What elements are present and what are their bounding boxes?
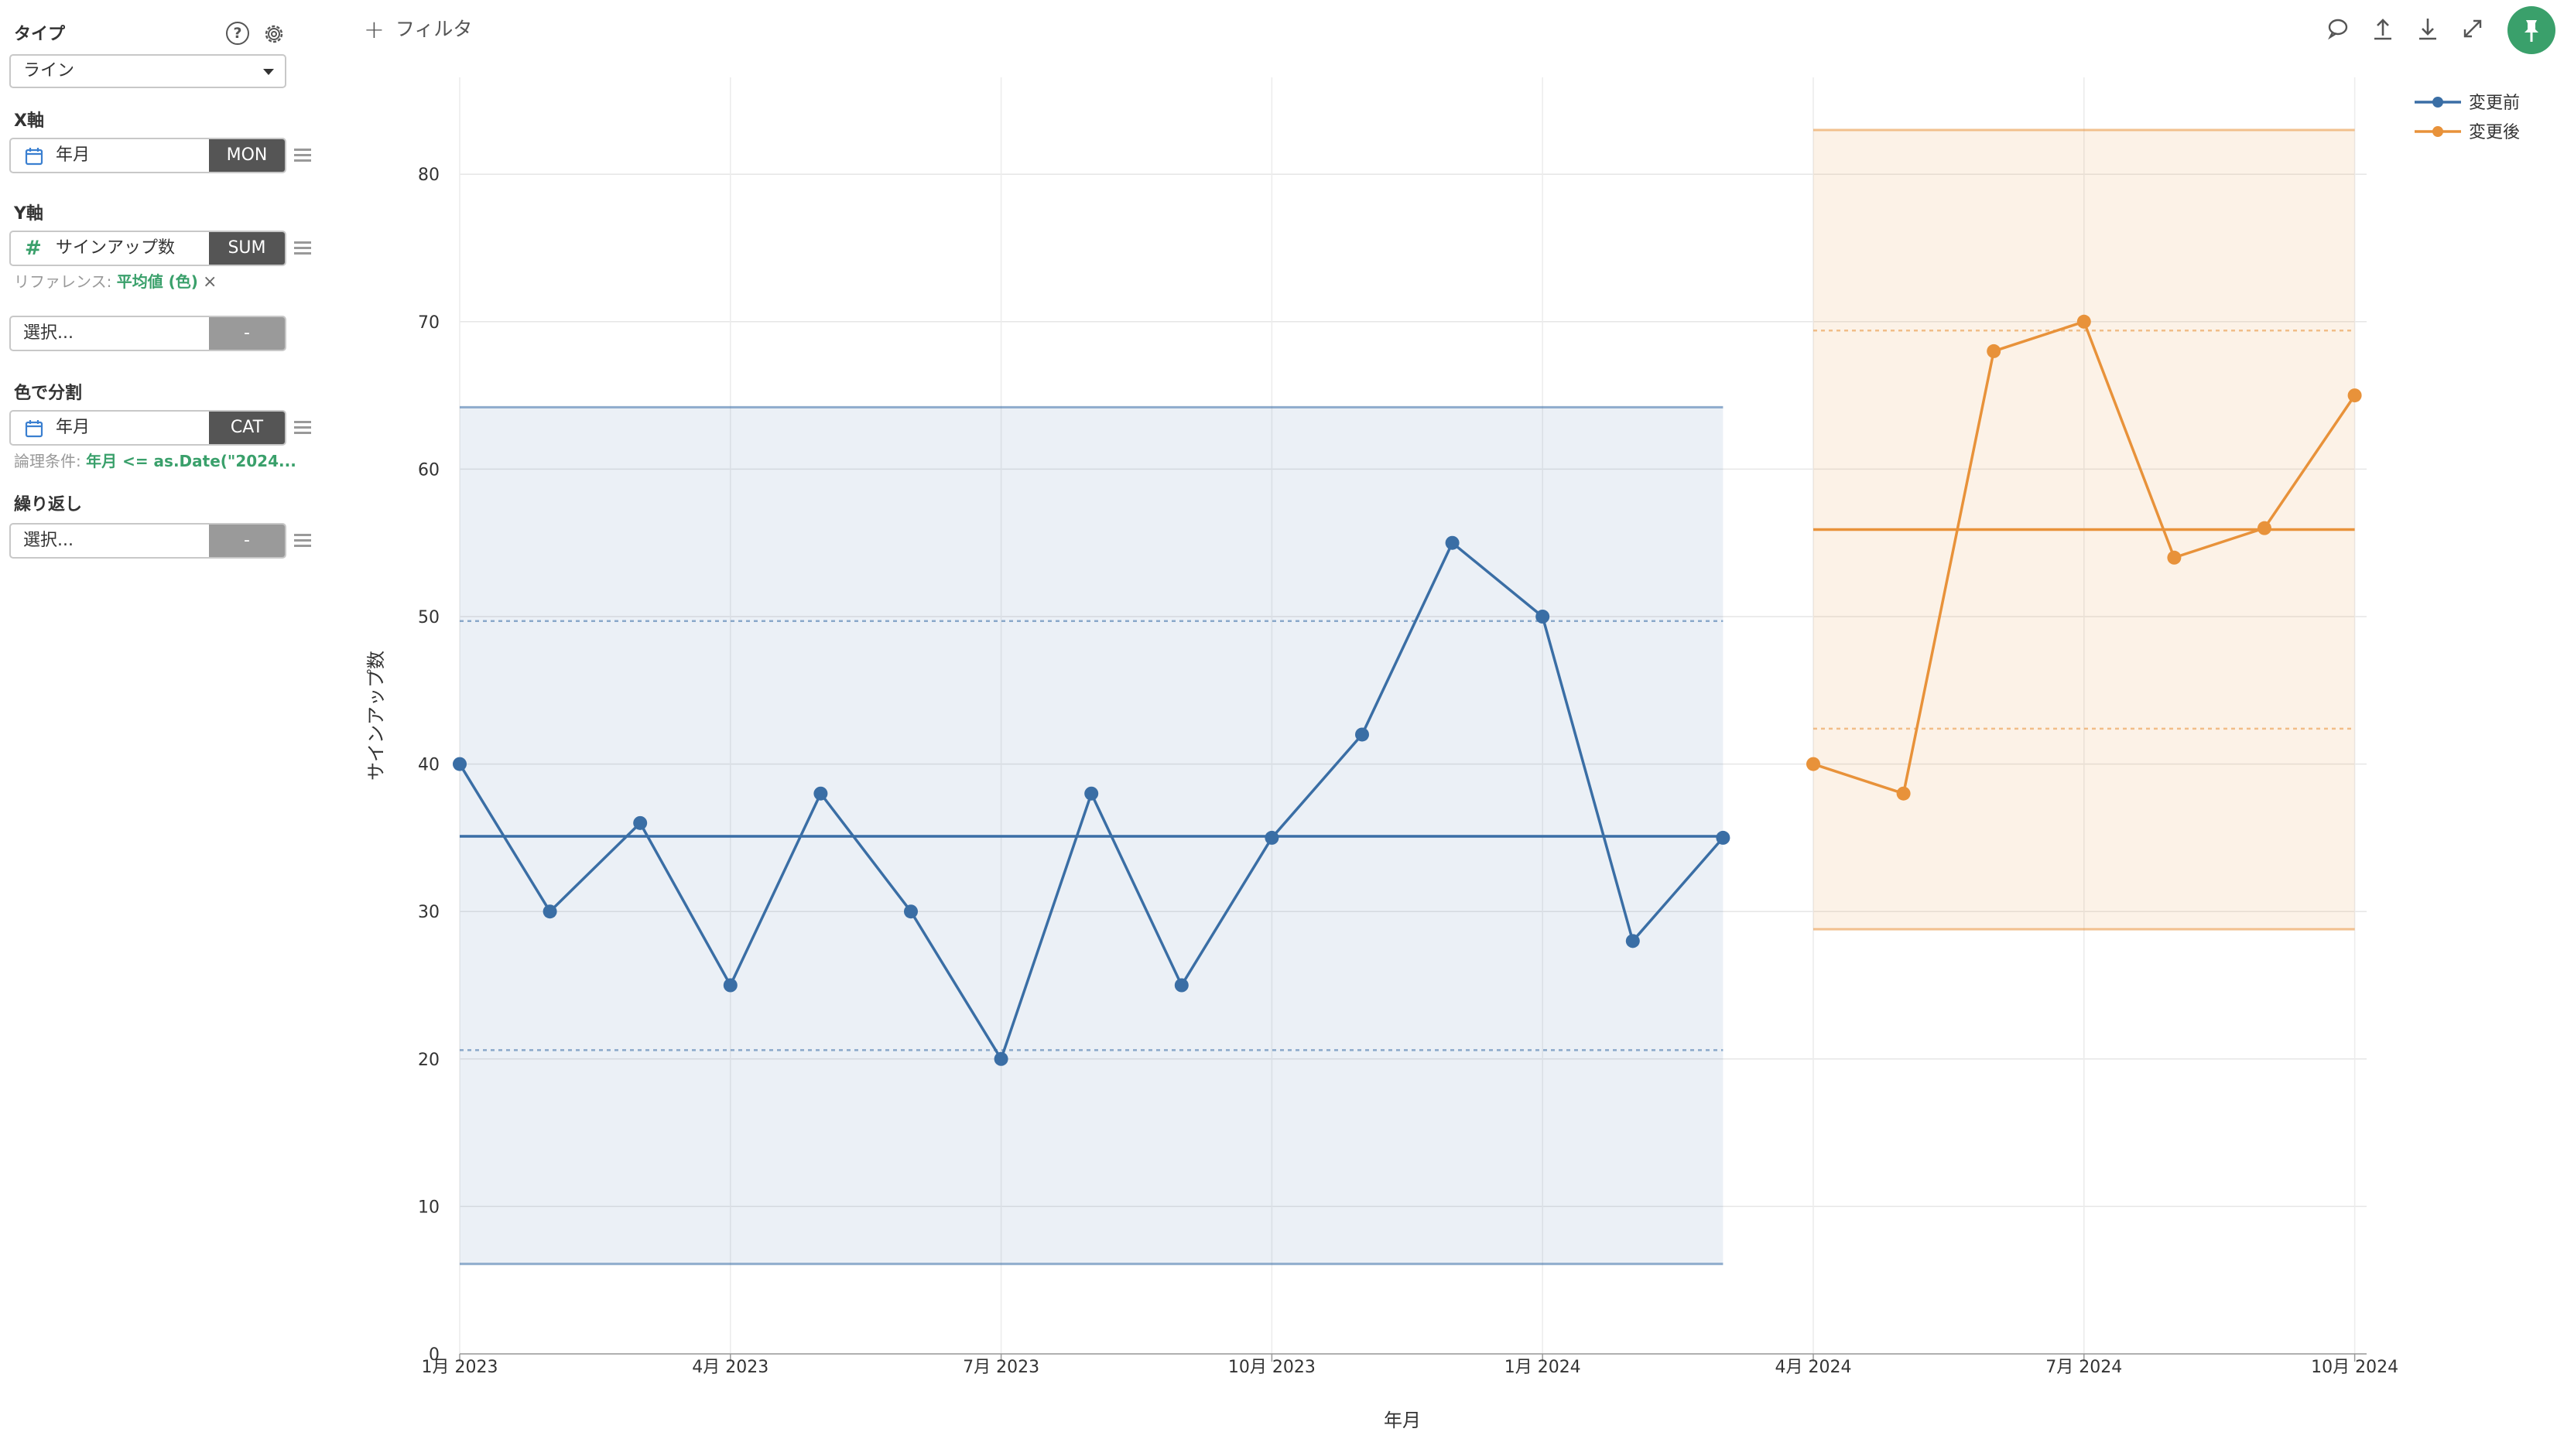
repeat-field-button[interactable]: - xyxy=(209,525,285,557)
x-tick-label: 1月 2023 xyxy=(422,1358,498,1377)
pin-button[interactable] xyxy=(2507,6,2555,54)
color-split-field[interactable]: 年月 CAT xyxy=(9,410,286,446)
y-tick-label: 10 xyxy=(418,1198,440,1217)
data-point[interactable] xyxy=(2347,388,2362,403)
y-tick-label: 0 xyxy=(429,1345,440,1365)
pin-icon xyxy=(2524,20,2538,42)
extra-field-placeholder: 選択... xyxy=(23,323,74,343)
x-axis-menu-icon[interactable] xyxy=(294,149,311,162)
legend-swatch-dot xyxy=(2432,97,2443,108)
data-point[interactable] xyxy=(1896,786,1911,801)
data-point[interactable] xyxy=(1625,934,1640,948)
y-tick-label: 80 xyxy=(418,166,440,185)
data-point[interactable] xyxy=(1716,830,1730,845)
y-axis-field[interactable]: # サインアップ数 SUM xyxy=(9,231,286,266)
calendar-icon xyxy=(25,420,43,438)
color-split-type-button[interactable]: CAT xyxy=(209,412,285,444)
x-tick-label: 1月 2024 xyxy=(1504,1358,1581,1377)
data-point[interactable] xyxy=(1806,757,1820,771)
chart-type-select[interactable]: ライン xyxy=(9,54,286,88)
type-label: タイプ xyxy=(14,25,66,44)
x-tick-label: 4月 2023 xyxy=(692,1358,768,1377)
data-point[interactable] xyxy=(904,904,918,919)
filter-label: フィルタ xyxy=(395,18,473,40)
x-tick-label: 7月 2023 xyxy=(963,1358,1039,1377)
chart-type-value: ライン xyxy=(23,61,75,80)
y-tick-label: 40 xyxy=(418,756,440,775)
legend-label[interactable]: 変更前 xyxy=(2469,94,2520,113)
download-icon[interactable] xyxy=(2415,15,2441,42)
legend-label[interactable]: 変更後 xyxy=(2469,123,2520,142)
y-axis-title: サインアップ数 xyxy=(365,651,387,781)
x-axis-aggregation-button[interactable]: MON xyxy=(209,139,285,172)
condition-prefix: 論理条件: xyxy=(14,452,87,470)
add-filter-button[interactable]: + フィルタ xyxy=(364,14,472,44)
data-point[interactable] xyxy=(813,786,828,801)
reference-prefix: リファレンス: xyxy=(14,272,117,291)
x-axis-label: X軸 xyxy=(14,111,44,131)
x-tick-label: 10月 2023 xyxy=(1228,1358,1316,1377)
close-icon[interactable]: × xyxy=(202,272,217,292)
repeat-field-placeholder: 選択... xyxy=(23,531,74,550)
condition-note: 論理条件: 年月 <= as.Date("2024... xyxy=(14,449,296,471)
comment-icon[interactable] xyxy=(2325,15,2351,42)
repeat-field-select[interactable]: 選択... - xyxy=(9,523,286,559)
color-split-label: 色で分割 xyxy=(14,384,83,403)
y-tick-label: 50 xyxy=(418,608,440,627)
data-point[interactable] xyxy=(1355,727,1369,742)
x-axis-field[interactable]: 年月 MON xyxy=(9,138,286,173)
data-point[interactable] xyxy=(1987,343,2001,358)
y-tick-label: 70 xyxy=(418,313,440,333)
data-point[interactable] xyxy=(1445,535,1460,550)
data-point[interactable] xyxy=(994,1051,1008,1066)
chart-axes: 0 10 20 30 40 50 60 70 80 1月 2023 4月 2023 7月 2023 10… xyxy=(418,166,2398,1377)
x-tick-label: 10月 2024 xyxy=(2311,1358,2398,1377)
y-axis-label: Y軸 xyxy=(14,204,43,224)
x-tick-label: 4月 2024 xyxy=(1775,1358,1852,1377)
data-point[interactable] xyxy=(2257,521,2271,535)
expand-icon[interactable] xyxy=(2459,15,2486,42)
repeat-label: 繰り返し xyxy=(14,495,83,514)
y-tick-label: 60 xyxy=(418,460,440,480)
data-point[interactable] xyxy=(633,815,648,830)
x-axis-title: 年月 xyxy=(1384,1410,1421,1431)
calendar-icon xyxy=(25,148,43,166)
y-axis-menu-icon[interactable] xyxy=(294,241,311,255)
y-tick-label: 20 xyxy=(418,1051,440,1070)
data-point[interactable] xyxy=(1535,610,1550,624)
x-tick-label: 7月 2024 xyxy=(2045,1358,2122,1377)
y-axis-aggregation-button[interactable]: SUM xyxy=(209,232,285,265)
y-tick-label: 30 xyxy=(418,903,440,922)
upload-icon[interactable] xyxy=(2370,15,2396,42)
data-point[interactable] xyxy=(723,978,738,993)
data-point[interactable] xyxy=(543,904,557,919)
color-split-menu-icon[interactable] xyxy=(294,421,311,435)
data-point[interactable] xyxy=(1084,786,1099,801)
data-point[interactable] xyxy=(2167,550,2182,565)
data-point[interactable] xyxy=(1174,978,1189,993)
reference-bands xyxy=(460,128,2355,1266)
reference-link[interactable]: 平均値 (色) xyxy=(116,272,198,291)
data-point[interactable] xyxy=(453,757,467,771)
data-point[interactable] xyxy=(1265,830,1279,845)
condition-link[interactable]: 年月 <= as.Date("2024... xyxy=(86,452,296,470)
extra-field-select[interactable]: 選択... - xyxy=(9,316,286,351)
chevron-down-icon xyxy=(263,69,274,75)
legend-swatch-dot xyxy=(2432,126,2443,137)
repeat-menu-icon[interactable] xyxy=(294,534,311,548)
y-axis-field-name: サインアップ数 xyxy=(56,238,176,258)
reference-note: リファレンス: 平均値 (色) × xyxy=(14,269,217,292)
help-icon[interactable]: ? xyxy=(226,22,249,45)
x-axis-field-name: 年月 xyxy=(56,145,91,165)
number-icon: # xyxy=(25,237,42,260)
gear-icon[interactable] xyxy=(262,22,286,46)
chart-settings-panel: タイプ ? ライン X軸 年月 MON Y軸 # サインアップ数 SUM リファ… xyxy=(0,0,325,1456)
data-point[interactable] xyxy=(2076,314,2091,329)
color-split-field-name: 年月 xyxy=(56,418,91,437)
plus-icon: + xyxy=(364,15,385,44)
extra-field-button[interactable]: - xyxy=(209,317,285,350)
series-points xyxy=(453,314,2362,1066)
